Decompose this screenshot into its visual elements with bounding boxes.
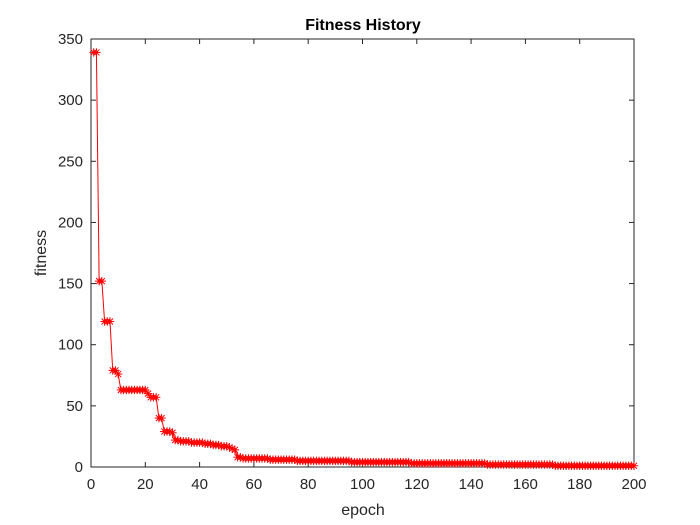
data-point [97,276,107,286]
y-axis-label: fitness [33,230,50,276]
y-tick-label: 300 [58,92,83,109]
series-markers [89,48,639,470]
x-tick-label: 40 [191,476,208,493]
x-tick-label: 200 [621,476,646,493]
x-tick-label: 0 [87,476,95,493]
x-tick-label: 160 [513,476,538,493]
y-tick-label: 350 [58,31,83,48]
x-tick-label: 180 [567,476,592,493]
data-point [157,413,166,423]
data-point [105,317,115,326]
plot-area: 0 20 40 60 80 100 120 140 160 180 200 0 50 100 150 200 2… [58,31,647,493]
data-point [143,389,153,398]
y-tick-label: 250 [58,153,83,170]
data-point [198,438,207,447]
data-point [629,461,639,470]
data-point [151,393,161,402]
data-point [230,445,240,455]
x-tick-label: 120 [404,476,429,493]
data-point [113,369,123,379]
plot-frame [90,38,635,468]
x-tick-label: 80 [300,476,317,493]
y-tick-label: 0 [75,459,83,476]
x-tick-label: 20 [137,476,154,493]
y-tick-label: 150 [58,276,83,293]
x-tick-label: 60 [246,476,263,493]
data-point [168,428,177,437]
y-tick-label: 200 [58,214,83,231]
y-tick-label: 100 [58,337,83,354]
x-axis-label: epoch [341,502,385,519]
x-tick-label: 140 [459,476,484,493]
chart-title: Fitness History [305,17,421,34]
y-tick-label: 50 [66,398,83,415]
x-tick-label: 100 [350,476,375,493]
data-point [92,48,101,57]
axis-tick-labels: 0 20 40 60 80 100 120 140 160 180 200 0 50 100 150 200 2… [58,31,647,493]
